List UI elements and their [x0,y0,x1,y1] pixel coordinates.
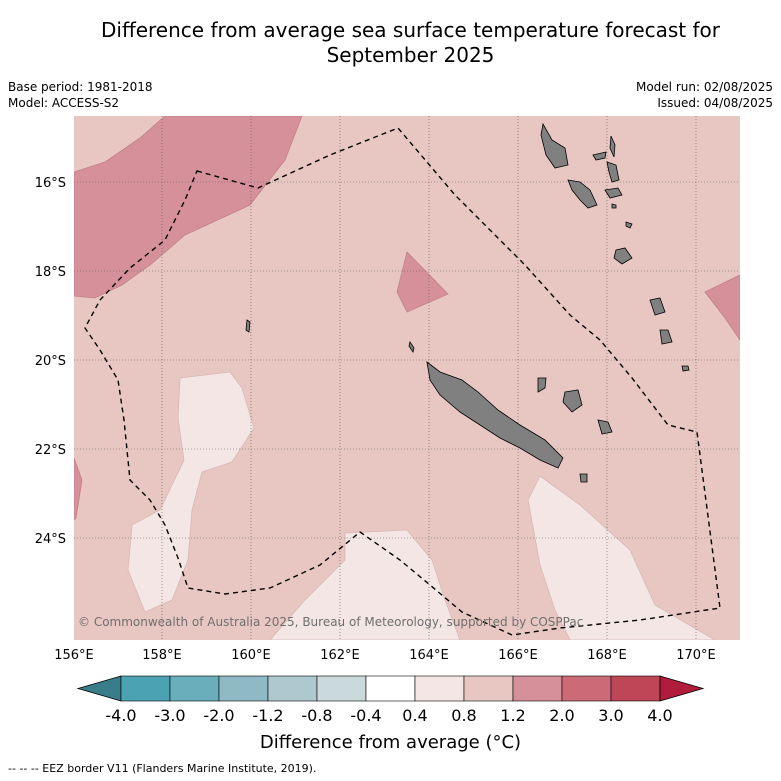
lat-label: 22°S [35,443,66,458]
lon-label: 164°E [409,648,449,663]
tanna-land [659,329,673,345]
epi-land [604,187,623,199]
espiritu-santo-land [540,122,569,169]
colorbar-tick-label: -3.0 [154,706,185,725]
anomaly-patch-cool-south [269,529,461,640]
colorbar-segment [414,675,465,702]
colorbar-extend-high [659,675,705,702]
colorbar-segment [316,675,367,702]
colorbar-segment [365,675,416,702]
new-caledonia-land [426,361,564,469]
lifou-land [562,389,583,413]
title-line-1: Difference from average sea surface temp… [100,18,720,42]
mare-land [597,419,613,435]
colorbar-segment [512,675,563,702]
colorbar-segment [561,675,612,702]
chesterfield-land [245,319,251,333]
colorbar-tick-label: 2.0 [549,706,574,725]
shepherd-islet-2-land [625,221,633,229]
efate-land [613,247,633,265]
lon-label: 170°E [676,648,716,663]
lon-label: 160°E [231,648,271,663]
colorbar-extend-low [76,675,122,702]
colorbar-tick-label: 1.2 [500,706,525,725]
colorbar-segment [169,675,220,702]
model-run: Model run: 02/08/2025 [635,80,773,94]
colorbar-segment [610,675,661,702]
issued-date: Issued: 04/08/2025 [657,96,773,110]
colorbar-tick-label: -1.2 [252,706,283,725]
colorbar-tick-label: -0.8 [301,706,332,725]
eez-footnote: -- -- -- EEZ border V11 (Flanders Marine… [8,762,317,775]
lon-label: 166°E [498,648,538,663]
colorbar-title: Difference from average (°C) [259,732,522,753]
lon-label: 158°E [142,648,182,663]
anatom-land [681,365,690,372]
anomaly-patch-east [704,274,740,341]
anomaly-patch-cool-west [127,371,255,613]
lat-label: 18°S [35,265,66,280]
anomaly-patch-west-edge [74,457,83,521]
base-period: Base period: 1981-2018 [8,80,153,94]
ouvea-land [537,377,547,393]
graticule [74,116,740,640]
colorbar: -4.0 -3.0 -2.0 -1.2 -0.8 -0.4 0.4 0.8 1.2 2.0 3.0 4… [76,675,705,725]
colorbar-segment [218,675,269,702]
colorbar-tick-label: 4.0 [647,706,672,725]
title-line-2: September 2025 [326,43,495,67]
anomaly-patch-northwest [74,116,303,299]
map-area: © Commonwealth of Australia 2025, Bureau… [74,116,740,640]
colorbar-tick-label: 0.4 [402,706,427,725]
model-name: Model: ACCESS-S2 [8,96,120,110]
colorbar-tick-label: 0.8 [451,706,476,725]
longitude-labels: 156°E 158°E 160°E 162°E 164°E 166°E 168°… [54,648,716,663]
chart-title: Difference from average sea surface temp… [40,18,781,68]
colorbar-tick-label: -0.4 [350,706,381,725]
isle-of-pines-land [579,473,588,483]
lon-label: 162°E [320,648,360,663]
lon-label: 156°E [54,648,94,663]
maewo-land [609,135,616,158]
colorbar-segment [120,675,171,702]
lon-label: 168°E [587,648,627,663]
belep-land [408,341,415,353]
meta-left: Base period: 1981-2018 Model: ACCESS-S2 [8,79,153,111]
land-masses [245,122,690,483]
colorbar-tick-label: -4.0 [105,706,136,725]
meta-right: Model run: 02/08/2025 Issued: 04/08/2025 [636,79,773,111]
eez-border [84,127,721,636]
latitude-labels: 16°S 18°S 20°S 22°S 24°S [35,176,66,547]
colorbar-tick-label: 3.0 [598,706,623,725]
malekula-land [567,179,598,209]
anomaly-patch-central [396,251,449,313]
ambae-land [592,151,607,161]
colorbar-tick-label: -2.0 [203,706,234,725]
anomaly-patch-cool-southeast [527,475,716,640]
lat-label: 24°S [35,532,66,547]
lat-label: 20°S [35,354,66,369]
colorbar-segment [267,675,318,702]
copyright-text: © Commonwealth of Australia 2025, Bureau… [78,615,583,629]
pentecost-land [606,161,620,183]
erromango-land [649,297,666,316]
lat-label: 16°S [35,176,66,191]
colorbar-segment [463,675,514,702]
shepherd-islet-land [611,203,617,209]
